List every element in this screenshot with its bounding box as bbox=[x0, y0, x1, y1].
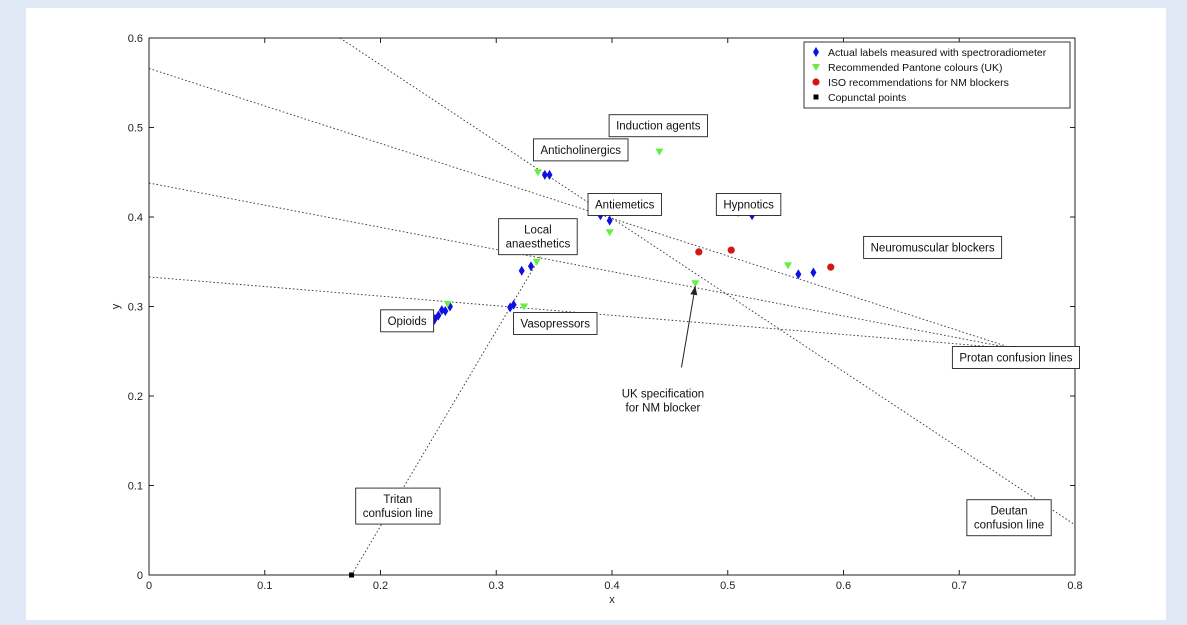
data-point-diamond bbox=[442, 305, 449, 316]
y-tick-label: 0.3 bbox=[128, 302, 143, 314]
annotation-label-text: Neuromuscular blockers bbox=[871, 242, 995, 254]
annotation-label-box bbox=[498, 218, 578, 256]
y-tick-label: 0.6 bbox=[128, 33, 143, 45]
data-point-triangle-down bbox=[783, 262, 792, 270]
data-point-diamond bbox=[518, 265, 525, 276]
annotation-label-text: Induction agents bbox=[616, 121, 701, 133]
data-point-circle bbox=[827, 263, 835, 271]
data-point-triangle-down bbox=[655, 148, 664, 156]
annotation-label-box bbox=[608, 114, 708, 138]
annotation-label-box bbox=[951, 346, 1080, 369]
annotation-label: Deutan confusion line bbox=[966, 499, 1052, 537]
x-tick-label: 0.7 bbox=[952, 580, 967, 592]
legend: Actual labels measured with spectroradio… bbox=[803, 41, 1071, 109]
annotation-label-box bbox=[587, 193, 662, 216]
x-tick-label: 0.1 bbox=[257, 580, 272, 592]
confusion-line-1 bbox=[149, 182, 1014, 350]
x-tick-label: 0.6 bbox=[836, 580, 851, 592]
data-point-diamond bbox=[810, 267, 817, 278]
callout-label-text: UK specification bbox=[622, 388, 704, 400]
x-tick-label: 0.4 bbox=[604, 580, 619, 592]
annotation-label-text: confusion line bbox=[363, 508, 433, 520]
annotation-label-text: Vasopressors bbox=[521, 319, 591, 331]
y-tick-label: 0.1 bbox=[128, 481, 143, 493]
y-tick-label: 0.4 bbox=[128, 212, 143, 224]
callout-label-text: for NM blocker bbox=[626, 402, 701, 414]
data-point-circle bbox=[727, 246, 735, 254]
data-point-diamond bbox=[510, 299, 517, 310]
data-point-triangle-down bbox=[605, 229, 614, 237]
data-point-diamond bbox=[541, 169, 548, 180]
annotation-label: Tritan confusion line bbox=[355, 487, 441, 525]
x-axis-label: x bbox=[609, 594, 615, 606]
data-point-triangle-down bbox=[691, 280, 700, 288]
y-tick-label: 0 bbox=[137, 570, 143, 582]
annotation-label-text: confusion line bbox=[974, 520, 1044, 532]
annotation-label-box bbox=[513, 312, 598, 335]
annotation-label: Vasopressors bbox=[513, 312, 598, 335]
legend-box bbox=[803, 41, 1071, 109]
annotation-label-box bbox=[863, 235, 1003, 259]
legend-entry: Copunctal points bbox=[828, 92, 906, 104]
data-point-triangle-down bbox=[520, 303, 529, 311]
figure-panel: 0 0.1 0.2 0.3 0.4 0.5 0.6 0.7 0.8 0 0.1 0.2 0.3 0.4 0.… bbox=[26, 8, 1166, 620]
annotation-label-text: Antiemetics bbox=[595, 199, 655, 211]
callout-arrow bbox=[680, 285, 698, 368]
legend-marker-circle bbox=[812, 78, 820, 86]
annotation-label-box bbox=[966, 499, 1052, 537]
annotation-label-box bbox=[715, 193, 782, 216]
annotation-label-text: anaesthetics bbox=[506, 239, 571, 251]
annotation-label: Hypnotics bbox=[715, 193, 782, 216]
legend-entry: Actual labels measured with spectroradio… bbox=[828, 47, 1047, 59]
annotation-label-text: Tritan bbox=[383, 494, 412, 506]
annotation-label-box bbox=[355, 487, 441, 525]
data-point-triangle-down bbox=[533, 169, 542, 177]
annotation-label-text: Opioids bbox=[388, 316, 427, 328]
data-point-diamond bbox=[606, 215, 613, 226]
annotation-label-box bbox=[380, 309, 435, 333]
data-point-circle bbox=[695, 248, 703, 256]
confusion-line-3 bbox=[339, 38, 1075, 526]
data-point-triangle-down bbox=[443, 300, 452, 308]
data-point-diamond bbox=[546, 169, 553, 180]
annotation-label-text: Anticholinergics bbox=[540, 145, 621, 157]
x-tick-label: 0.5 bbox=[720, 580, 735, 592]
annotation-label: Induction agents bbox=[608, 114, 708, 138]
annotations-layer: Induction agents Anticholinergics Antiemet… bbox=[355, 114, 1080, 537]
data-point-diamond bbox=[795, 269, 802, 280]
x-tick-label: 0.2 bbox=[373, 580, 388, 592]
x-tick-label: 0.3 bbox=[489, 580, 504, 592]
y-tick-label: 0.2 bbox=[128, 391, 143, 403]
annotation-label-text: Protan confusion lines bbox=[959, 353, 1072, 365]
legend-marker-triangle-down bbox=[812, 64, 820, 71]
annotation-label-text: Hypnotics bbox=[723, 199, 774, 211]
scatter-chart: 0 0.1 0.2 0.3 0.4 0.5 0.6 0.7 0.8 0 0.1 0.2 0.3 0.4 0.… bbox=[110, 33, 1083, 606]
legend-entry: ISO recommendations for NM blockers bbox=[828, 77, 1009, 89]
confusion-line-0 bbox=[149, 68, 1014, 349]
annotation-label: Anticholinergics bbox=[533, 138, 629, 162]
data-point-square bbox=[349, 572, 355, 578]
annotation-label: Antiemetics bbox=[587, 193, 662, 216]
legend-marker-square bbox=[813, 94, 819, 100]
annotation-label-text: Local bbox=[524, 225, 552, 237]
legend-entry: Recommended Pantone colours (UK) bbox=[828, 62, 1003, 74]
annotation-label-text: Deutan bbox=[990, 506, 1027, 518]
annotation-label: Protan confusion lines bbox=[951, 346, 1080, 369]
x-tick-label: 0 bbox=[146, 580, 152, 592]
callout-label: UK specification for NM blocker bbox=[622, 388, 704, 414]
annotation-label: Neuromuscular blockers bbox=[863, 235, 1003, 259]
y-axis-label: y bbox=[110, 303, 122, 309]
y-tick-label: 0.5 bbox=[128, 123, 143, 135]
annotation-label-box bbox=[533, 138, 629, 162]
annotation-label: Opioids bbox=[380, 309, 435, 333]
x-tick-label: 0.8 bbox=[1067, 580, 1082, 592]
data-point-triangle-down bbox=[532, 258, 541, 266]
annotation-label: Local anaesthetics bbox=[498, 218, 578, 256]
axes-layer: 0 0.1 0.2 0.3 0.4 0.5 0.6 0.7 0.8 0 0.1 0.2 0.3 0.4 0.… bbox=[110, 33, 1083, 606]
data-point-diamond bbox=[527, 261, 534, 272]
legend-marker-diamond bbox=[813, 47, 819, 57]
data-point-diamond bbox=[435, 310, 442, 321]
